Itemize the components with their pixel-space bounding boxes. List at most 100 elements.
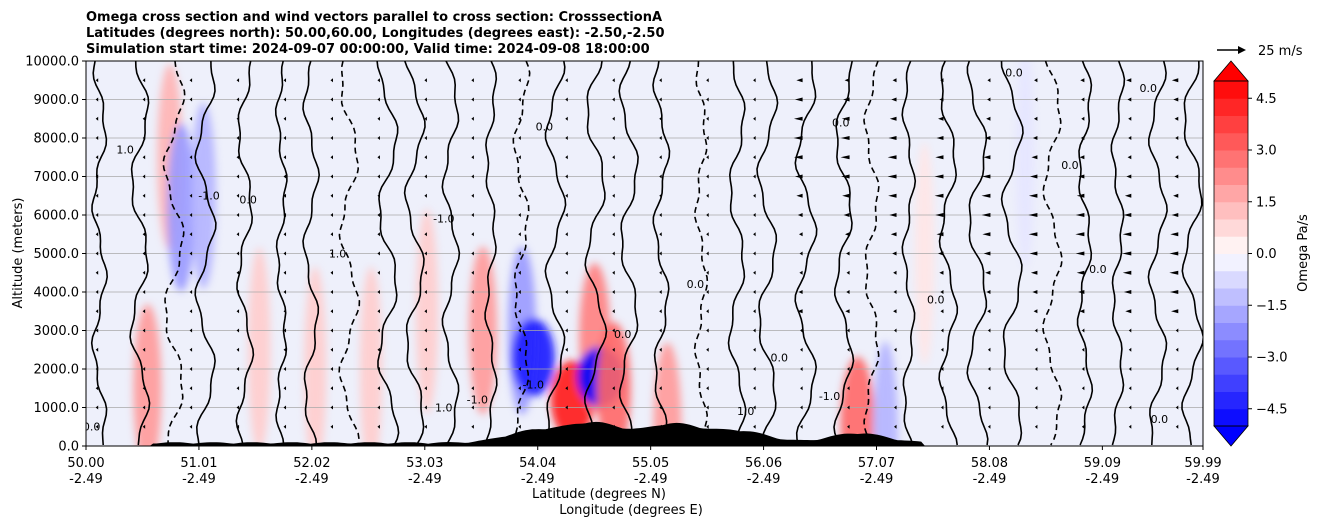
wind-vector-232 [659,347,662,352]
wind-vector-48 [189,232,193,237]
wind-vector-378 [987,97,991,102]
omega-feature-18 [1015,61,1035,269]
wind-vector-207 [565,97,568,102]
wind-vector-338 [888,136,897,140]
wind-vector-14 [95,155,99,160]
wind-vector-86 [283,232,287,237]
wind-vector-194 [565,347,568,352]
wind-vector-136 [424,367,427,371]
wind-vector-24 [142,328,146,333]
wind-vector-177 [518,309,521,314]
wind-vector-429 [1123,213,1132,217]
wind-vector-51 [189,174,193,179]
wind-vector-88 [283,193,287,198]
wind-vector-166 [471,155,474,160]
contour-line-13 [544,61,567,446]
contour-line-11 [484,61,498,446]
wind-vector-367 [987,309,991,314]
wind-vector-39 [189,405,193,410]
wind-vector-364 [987,367,991,371]
wind-vector-405 [1079,309,1085,314]
wind-vector-406 [1078,290,1085,294]
contour-label-3: 0.0 [239,193,257,206]
contour-line-31 [1181,61,1203,446]
wind-vector-35 [142,116,146,121]
wind-vector-276 [753,232,756,237]
wind-vector-204 [565,155,568,160]
wind-vector-296 [797,213,803,217]
colorbar-segment-5 [1214,322,1248,341]
wind-vector-7 [95,290,99,294]
wind-vector-202 [565,193,568,198]
wind-vector-179 [518,270,521,275]
wind-vector-415 [1081,116,1085,121]
wind-vector-70 [236,174,240,179]
omega-feature-4 [248,247,271,446]
wind-vector-145 [424,193,427,198]
wind-vector-219 [612,232,615,237]
wind-vector-295 [799,232,803,237]
wind-vector-46 [189,270,193,275]
wind-vector-310 [845,309,850,314]
wind-vector-149 [424,116,427,121]
wind-vector-211 [612,386,615,391]
wind-vector-49 [189,213,193,217]
wind-vector-446 [1169,251,1179,256]
wind-vector-318 [840,155,850,160]
wind-vector-132 [377,78,380,83]
wind-vector-32 [142,174,146,179]
wind-vector-76 [283,424,287,429]
wind-vector-78 [283,386,287,391]
x-tick-label-lon-1: -2.49 [182,472,216,487]
wind-vector-128 [377,155,380,160]
wind-vector-234 [659,309,662,314]
contour-line-5 [274,61,288,446]
wind-vector-199 [565,251,568,256]
wind-vector-181 [518,232,521,237]
colorbar-segment-11 [1214,219,1248,237]
wind-vector-334 [889,213,897,217]
contour-label-14: -1.0 [819,390,840,403]
wind-vector-64 [236,290,240,294]
wind-vector-383 [1034,367,1038,371]
vector-key: 25 m/s [1217,44,1303,59]
wind-vector-283 [753,97,756,102]
wind-vector-267 [753,405,756,410]
wind-vector-69 [236,193,240,198]
wind-vector-279 [753,174,756,179]
wind-vector-226 [612,97,615,102]
omega-feature-16 [840,356,875,446]
wind-vector-325 [894,386,897,391]
wind-vector-206 [565,116,568,121]
wind-vector-435 [1127,97,1132,102]
wind-vector-382 [1034,386,1038,391]
wind-vector-106 [330,213,333,217]
wind-vector-57 [236,424,240,429]
wind-vector-375 [983,155,991,160]
wind-vector-427 [1122,251,1132,256]
wind-vector-4 [95,347,99,352]
contour-line-17 [693,61,709,446]
wind-vector-328 [894,328,897,333]
wind-vector-130 [377,116,380,121]
wind-vector-294 [799,251,803,256]
wind-vector-418 [1128,424,1132,429]
wind-vector-274 [753,270,756,275]
contour-line-1 [129,61,151,446]
wind-vector-389 [1029,251,1038,256]
wind-vector-410 [1075,213,1085,217]
wind-vector-381 [1034,405,1038,410]
wind-vector-192 [565,386,568,391]
wind-vector-53 [189,136,193,140]
x-tick-label-lat-9: 59.09 [1084,456,1121,471]
colorbar-segment-4 [1214,339,1248,358]
wind-vector-58 [236,405,240,410]
wind-vector-159 [471,290,474,294]
wind-vector-72 [236,136,240,140]
wind-vector-305 [847,405,850,410]
wind-vector-36 [142,97,146,102]
colorbar-segment-7 [1214,288,1248,306]
colorbar-segment-14 [1214,167,1248,185]
wind-vector-65 [236,270,240,275]
wind-vector-323 [894,424,897,429]
